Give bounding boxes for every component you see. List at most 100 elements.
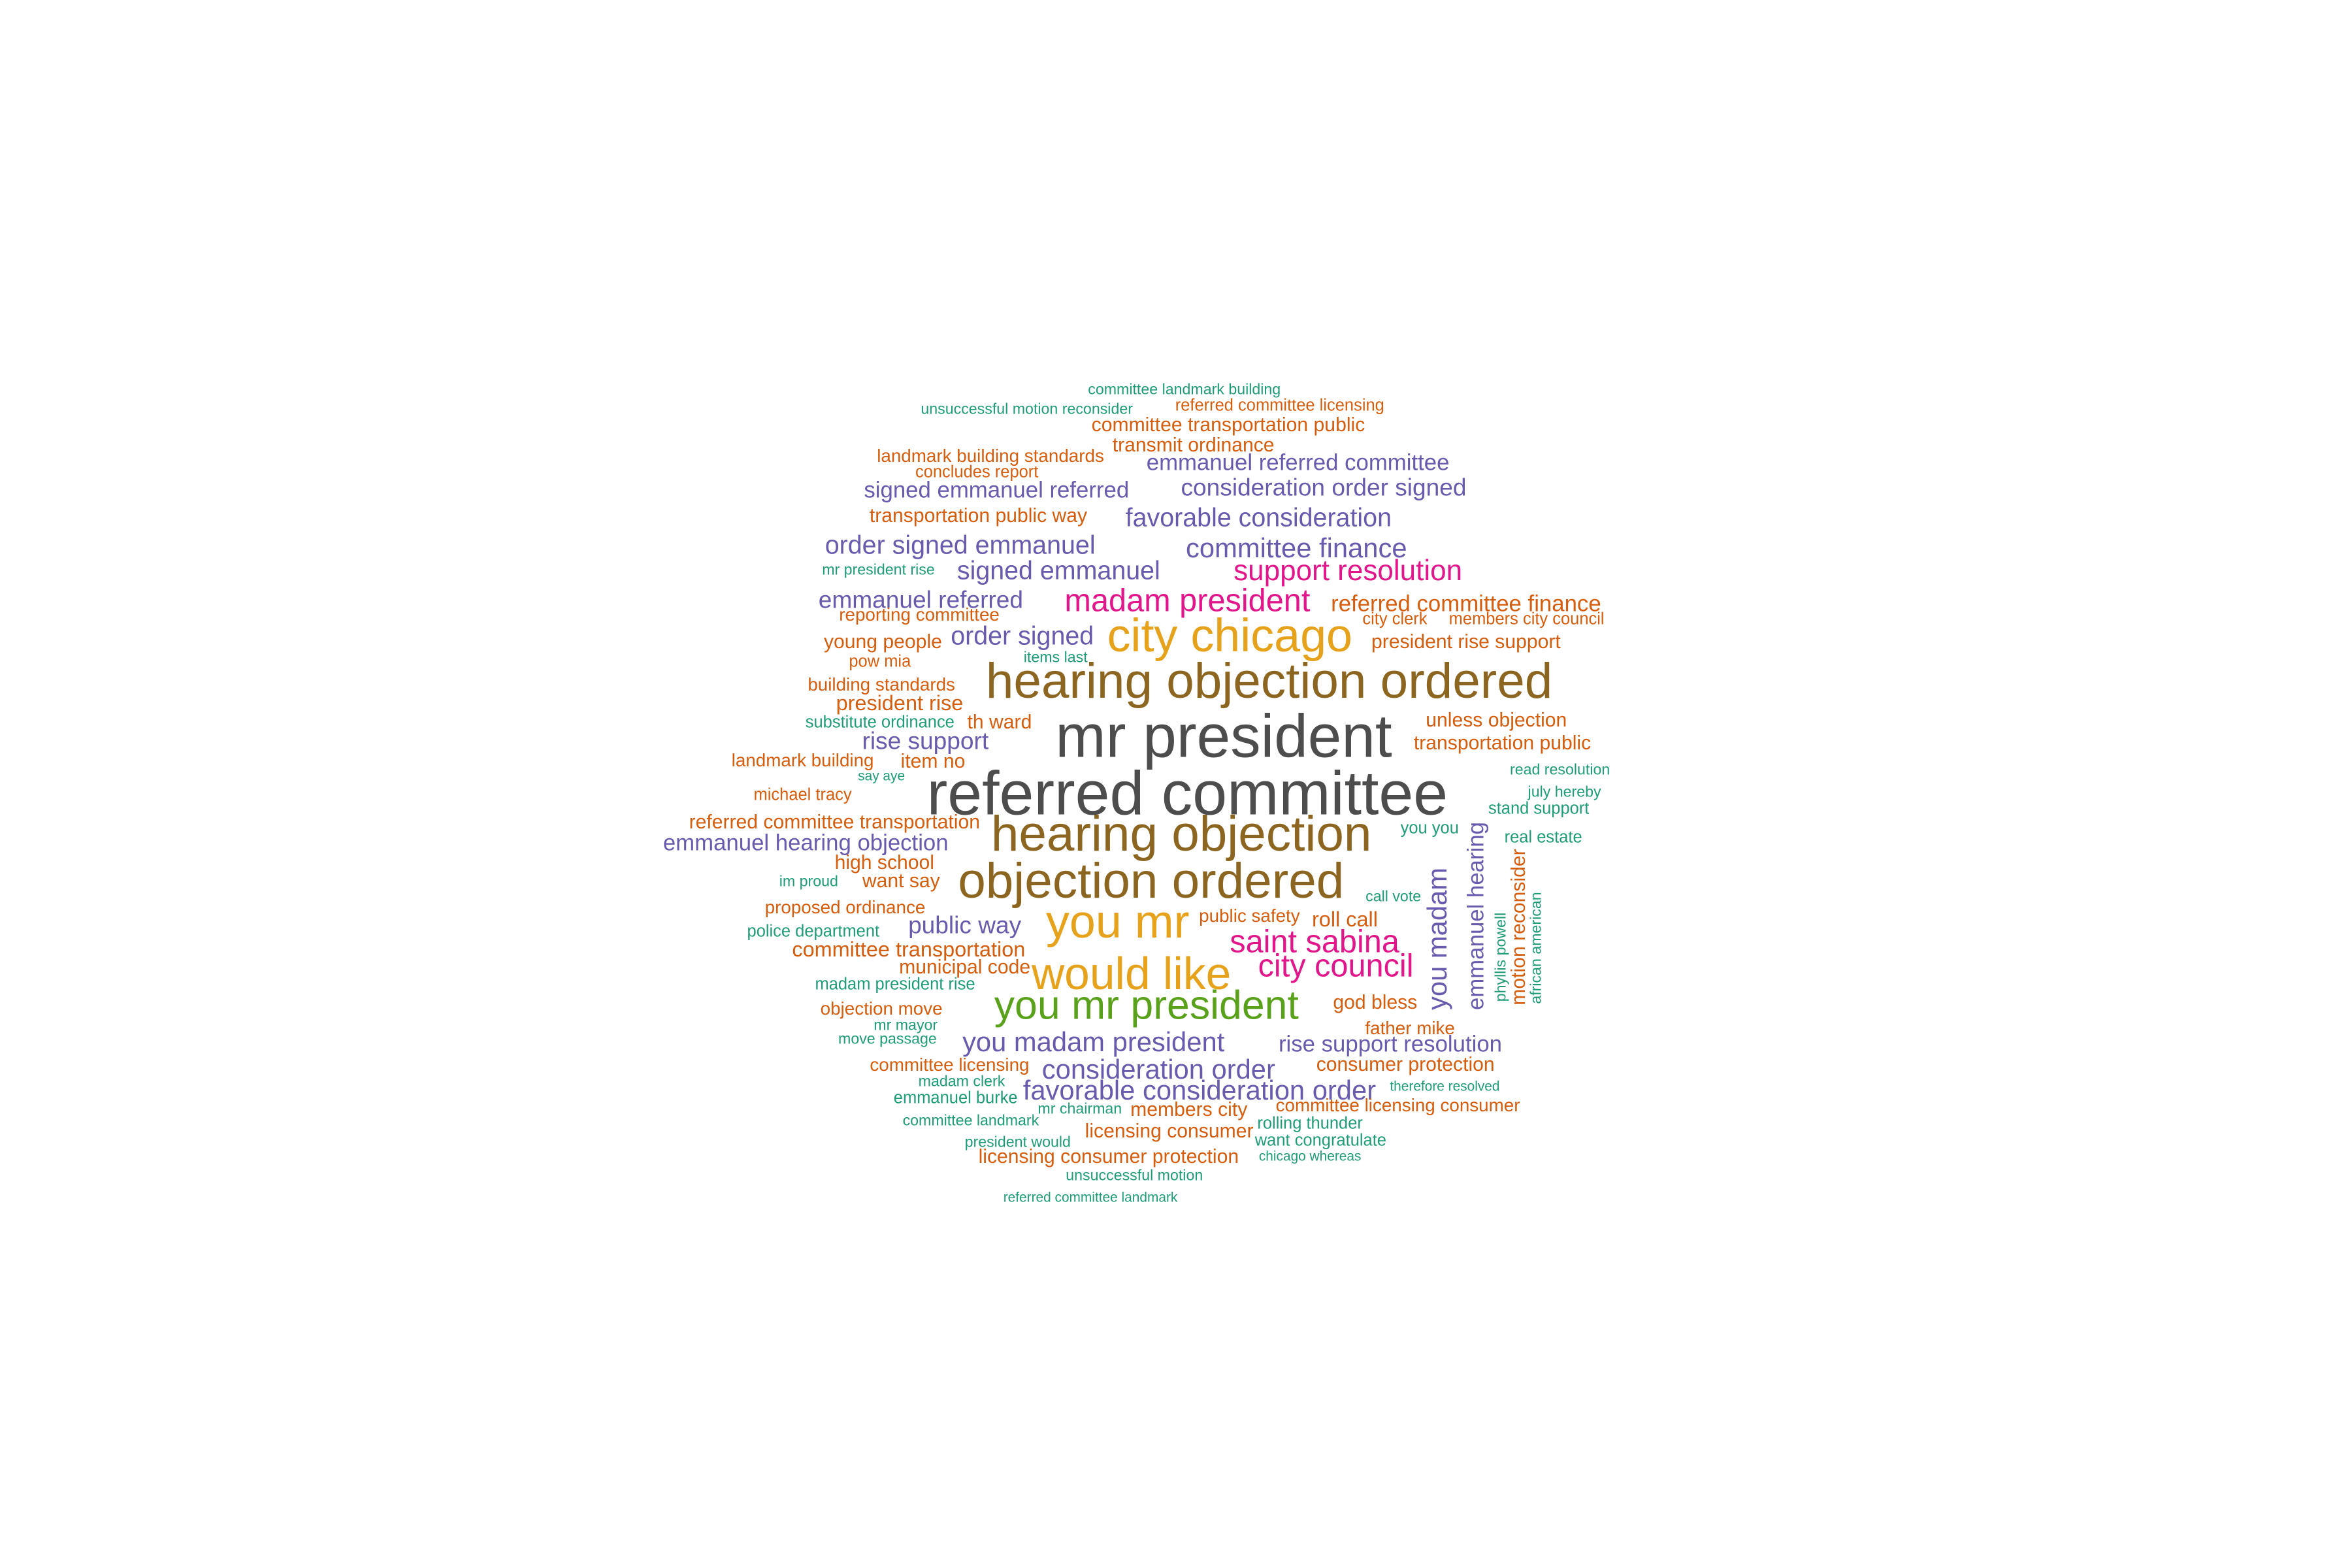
word-phyllis-powell: phyllis powell bbox=[1492, 912, 1509, 1002]
word-order-signed: order signed bbox=[951, 621, 1094, 650]
word-public-safety: public safety bbox=[1199, 906, 1300, 926]
word-rise-support-resolution: rise support resolution bbox=[1278, 1032, 1503, 1058]
word-madam-president: madam president bbox=[1064, 583, 1311, 619]
word-referred-committee-licensing: referred committee licensing bbox=[1175, 396, 1384, 415]
word-committee-finance: committee finance bbox=[1186, 532, 1407, 564]
word-saint-sabina: saint sabina bbox=[1230, 924, 1399, 960]
word-objection-ordered: objection ordered bbox=[958, 853, 1345, 909]
word-concludes-report: concludes report bbox=[915, 463, 1039, 482]
word-pow-mia: pow mia bbox=[849, 652, 911, 671]
word-you-mr: you mr bbox=[1045, 895, 1190, 948]
word-you-you: you you bbox=[1400, 819, 1459, 838]
word-favorable-consideration-order: favorable consideration order bbox=[1022, 1075, 1377, 1106]
word-emmanuel-referred-committee: emmanuel referred committee bbox=[1146, 450, 1450, 476]
word-proposed-ordinance: proposed ordinance bbox=[764, 896, 926, 917]
word-landmark-building-standards: landmark building standards bbox=[877, 445, 1104, 466]
word-rise-support: rise support bbox=[862, 727, 989, 754]
word-unless-objection: unless objection bbox=[1426, 710, 1567, 732]
word-african-american: african american bbox=[1526, 892, 1544, 1004]
word-therefore-resolved: therefore resolved bbox=[1390, 1079, 1500, 1094]
word-roll-call: roll call bbox=[1311, 907, 1378, 931]
word-emmanuel-referred: emmanuel referred bbox=[818, 585, 1024, 613]
word-municipal-code: municipal code bbox=[899, 956, 1031, 979]
word-referred-committee-finance: referred committee finance bbox=[1331, 591, 1601, 617]
word-july-hereby: july hereby bbox=[1527, 783, 1601, 800]
word-referred-committee: referred committee bbox=[926, 759, 1448, 828]
word-reporting-committee: reporting committee bbox=[839, 604, 1000, 625]
word-hearing-objection: hearing objection bbox=[990, 806, 1372, 862]
word-im-proud: im proud bbox=[779, 872, 838, 890]
word-substitute-ordinance: substitute ordinance bbox=[805, 712, 955, 731]
word-read-resolution: read resolution bbox=[1509, 760, 1610, 777]
word-order-signed-emmanuel: order signed emmanuel bbox=[825, 530, 1096, 559]
word-president-would: president would bbox=[964, 1133, 1071, 1151]
word-transportation-public: transportation public bbox=[1413, 732, 1592, 755]
word-favorable-consideration: favorable consideration bbox=[1125, 503, 1392, 532]
word-members-city-council: members city council bbox=[1448, 610, 1605, 629]
word-item-no: item no bbox=[900, 750, 966, 772]
word-move-passage: move passage bbox=[838, 1030, 937, 1047]
word-signed-emmanuel: signed emmanuel bbox=[956, 556, 1160, 585]
word-emmanuel-burke: emmanuel burke bbox=[893, 1088, 1018, 1107]
word-items-last: items last bbox=[1023, 648, 1088, 666]
word-city-clerk: city clerk bbox=[1362, 610, 1428, 629]
word-signed-emmanuel-referred: signed emmanuel referred bbox=[864, 478, 1130, 503]
word-madam-clerk: madam clerk bbox=[918, 1072, 1005, 1090]
word-city-council: city council bbox=[1258, 948, 1414, 984]
word-mr-mayor: mr mayor bbox=[874, 1016, 938, 1034]
word-referred-committee-landmark: referred committee landmark bbox=[1003, 1190, 1178, 1205]
word-chicago-whereas: chicago whereas bbox=[1258, 1149, 1362, 1164]
word-objection-move: objection move bbox=[820, 998, 943, 1019]
word-mr-president: mr president bbox=[1055, 702, 1392, 770]
word-city-chicago: city chicago bbox=[1107, 609, 1352, 662]
word-licensing-consumer: licensing consumer bbox=[1085, 1120, 1254, 1142]
word-committee-transportation: committee transportation bbox=[792, 938, 1026, 962]
word-you-madam: you madam bbox=[1422, 868, 1452, 1011]
word-landmark-building: landmark building bbox=[731, 749, 874, 770]
word-want-congratulate: want congratulate bbox=[1254, 1130, 1386, 1149]
word-building-standards: building standards bbox=[808, 674, 955, 694]
word-committee-licensing: committee licensing bbox=[870, 1054, 1030, 1075]
word-emmanuel-hearing-objection: emmanuel hearing objection bbox=[662, 830, 949, 856]
word-michael-tracy: michael tracy bbox=[753, 785, 852, 804]
word-emmanuel-hearing: emmanuel hearing bbox=[1463, 822, 1489, 1011]
word-president-rise-support: president rise support bbox=[1371, 630, 1561, 653]
word-mr-president-rise: mr president rise bbox=[822, 561, 935, 578]
word-father-mike: father mike bbox=[1365, 1018, 1455, 1039]
word-call-vote: call vote bbox=[1365, 887, 1422, 905]
word-support-resolution: support resolution bbox=[1233, 554, 1463, 587]
word-referred-committee-transportation: referred committee transportation bbox=[689, 811, 980, 833]
word-consumer-protection: consumer protection bbox=[1316, 1053, 1495, 1075]
word-mr-chairman: mr chairman bbox=[1037, 1100, 1122, 1117]
word-committee-landmark-building: committee landmark building bbox=[1088, 380, 1281, 398]
word-hearing-objection-ordered: hearing objection ordered bbox=[985, 653, 1553, 709]
word-god-bless: god bless bbox=[1333, 991, 1418, 1013]
word-committee-transportation-public: committee transportation public bbox=[1091, 414, 1365, 436]
word-president-rise: president rise bbox=[836, 691, 964, 715]
word-young-people: young people bbox=[823, 630, 942, 653]
word-transportation-public-way: transportation public way bbox=[869, 505, 1088, 527]
word-madam-president-rise: madam president rise bbox=[815, 975, 975, 993]
word-licensing-consumer-protection: licensing consumer protection bbox=[978, 1145, 1239, 1168]
word-consideration-order: consideration order bbox=[1041, 1053, 1275, 1085]
word-would-like: would like bbox=[1031, 947, 1232, 999]
word-members-city: members city bbox=[1130, 1099, 1248, 1121]
word-say-aye: say aye bbox=[858, 768, 906, 784]
word-transmit-ordinance: transmit ordinance bbox=[1112, 434, 1275, 456]
word-unsuccessful-motion-reconsider: unsuccessful motion reconsider bbox=[921, 400, 1133, 417]
word-stand-support: stand support bbox=[1488, 799, 1590, 818]
word-you-madam-president: you madam president bbox=[962, 1026, 1225, 1057]
word-committee-landmark: committee landmark bbox=[902, 1111, 1039, 1129]
word-rolling-thunder: rolling thunder bbox=[1257, 1114, 1363, 1133]
word-want-say: want say bbox=[862, 870, 940, 892]
word-th-ward: th ward bbox=[967, 711, 1032, 733]
word-real-estate: real estate bbox=[1504, 828, 1582, 847]
word-you-mr-president: you mr president bbox=[994, 982, 1299, 1028]
word-motion-reconsider: motion reconsider bbox=[1507, 848, 1529, 1005]
word-unsuccessful-motion: unsuccessful motion bbox=[1066, 1166, 1203, 1184]
word-police-department: police department bbox=[747, 921, 880, 940]
word-high-school: high school bbox=[834, 852, 934, 874]
word-committee-licensing-consumer: committee licensing consumer bbox=[1275, 1095, 1520, 1116]
word-consideration-order-signed: consideration order signed bbox=[1181, 473, 1467, 501]
